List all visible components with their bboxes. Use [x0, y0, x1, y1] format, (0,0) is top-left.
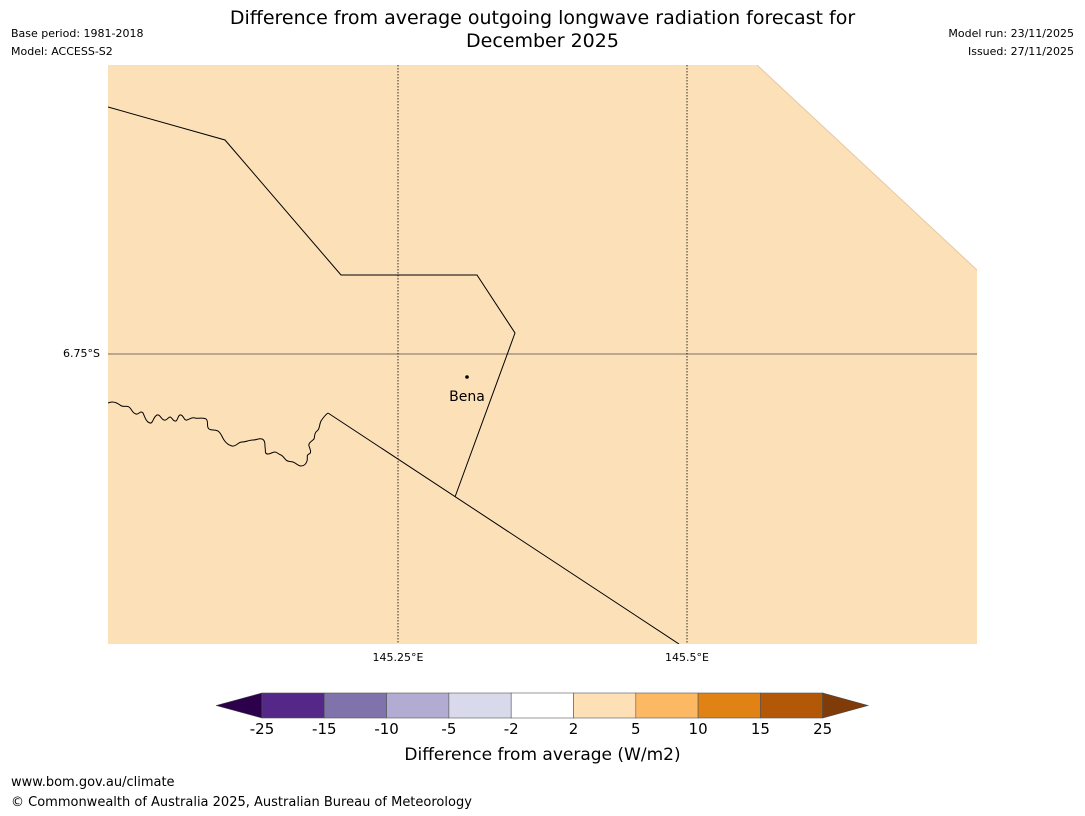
colorbar-tick-label: 15: [750, 720, 770, 738]
river-boundary: [108, 401, 329, 467]
colorbar-bin: [697, 692, 761, 719]
colorbar-bin: [324, 692, 387, 719]
colorbar-tick-label: 2: [568, 720, 579, 738]
issued-text: Issued: 27/11/2025: [967, 45, 1074, 58]
unforecast-edge: [756, 65, 977, 271]
colorbar-bin: [448, 692, 512, 719]
colorbar-tick-label: 25: [813, 720, 833, 738]
page-title: Difference from average outgoing longwav…: [0, 7, 1085, 53]
footer-url[interactable]: www.bom.gov.au/climate: [11, 775, 175, 790]
colorbar-tick-label: -10: [374, 720, 399, 738]
colorbar-extend-min: [216, 692, 263, 719]
model-run-text: Model run: 23/11/2025: [948, 27, 1074, 40]
bena-marker[interactable]: [465, 375, 469, 379]
footer-copyright: © Commonwealth of Australia 2025, Austra…: [11, 795, 472, 810]
colorbar: [216, 692, 870, 719]
colorbar-bin: [510, 692, 574, 719]
colorbar-bin: [760, 692, 824, 719]
province-boundary-south: [327, 412, 680, 644]
lat-label: 6.75°S: [63, 347, 100, 360]
colorbar-bin: [573, 692, 637, 719]
title-line-1: Difference from average outgoing longwav…: [229, 7, 856, 29]
colorbar-tick-label: 5: [631, 720, 641, 738]
colorbar-tick-label: -5: [441, 720, 457, 738]
colorbar-tick-label: -2: [503, 720, 519, 738]
colorbar-tick-label: -15: [312, 720, 337, 738]
lon-label-145-25e: 145.25°E: [372, 651, 424, 664]
place-label-bena: Bena: [449, 389, 485, 405]
colorbar-bin: [261, 692, 325, 719]
colorbar-bin: [635, 692, 699, 719]
colorbar-tick-label: -25: [249, 720, 275, 738]
model-text: Model: ACCESS-S2: [11, 45, 113, 58]
province-boundary-north: [108, 106, 516, 498]
metadata-right: Model run: 23/11/2025 Issued: 27/11/2025: [948, 25, 1074, 61]
colorbar-label: Difference from average (W/m2): [404, 745, 681, 765]
base-period-text: Base period: 1981-2018: [11, 27, 144, 40]
colorbar-extend-max: [822, 692, 870, 719]
lon-label-145-5e: 145.5°E: [665, 651, 709, 664]
colorbar-bin: [386, 692, 450, 719]
metadata-left: Base period: 1981-2018 Model: ACCESS-S2: [11, 25, 143, 61]
title-line-2: December 2025: [466, 30, 619, 52]
colorbar-tick-label: 10: [688, 720, 708, 738]
map-panel[interactable]: Bena: [108, 65, 977, 644]
